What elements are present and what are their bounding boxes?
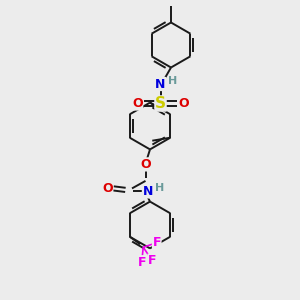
Text: S: S — [155, 96, 166, 111]
Text: O: O — [178, 97, 189, 110]
Text: N: N — [142, 185, 153, 198]
Text: F: F — [148, 254, 157, 267]
Text: H: H — [169, 76, 178, 86]
Text: O: O — [132, 97, 143, 110]
Text: N: N — [155, 77, 166, 91]
Text: O: O — [102, 182, 113, 195]
Text: F: F — [152, 236, 161, 249]
Text: O: O — [140, 158, 151, 171]
Text: H: H — [155, 183, 164, 193]
Text: F: F — [137, 256, 146, 269]
